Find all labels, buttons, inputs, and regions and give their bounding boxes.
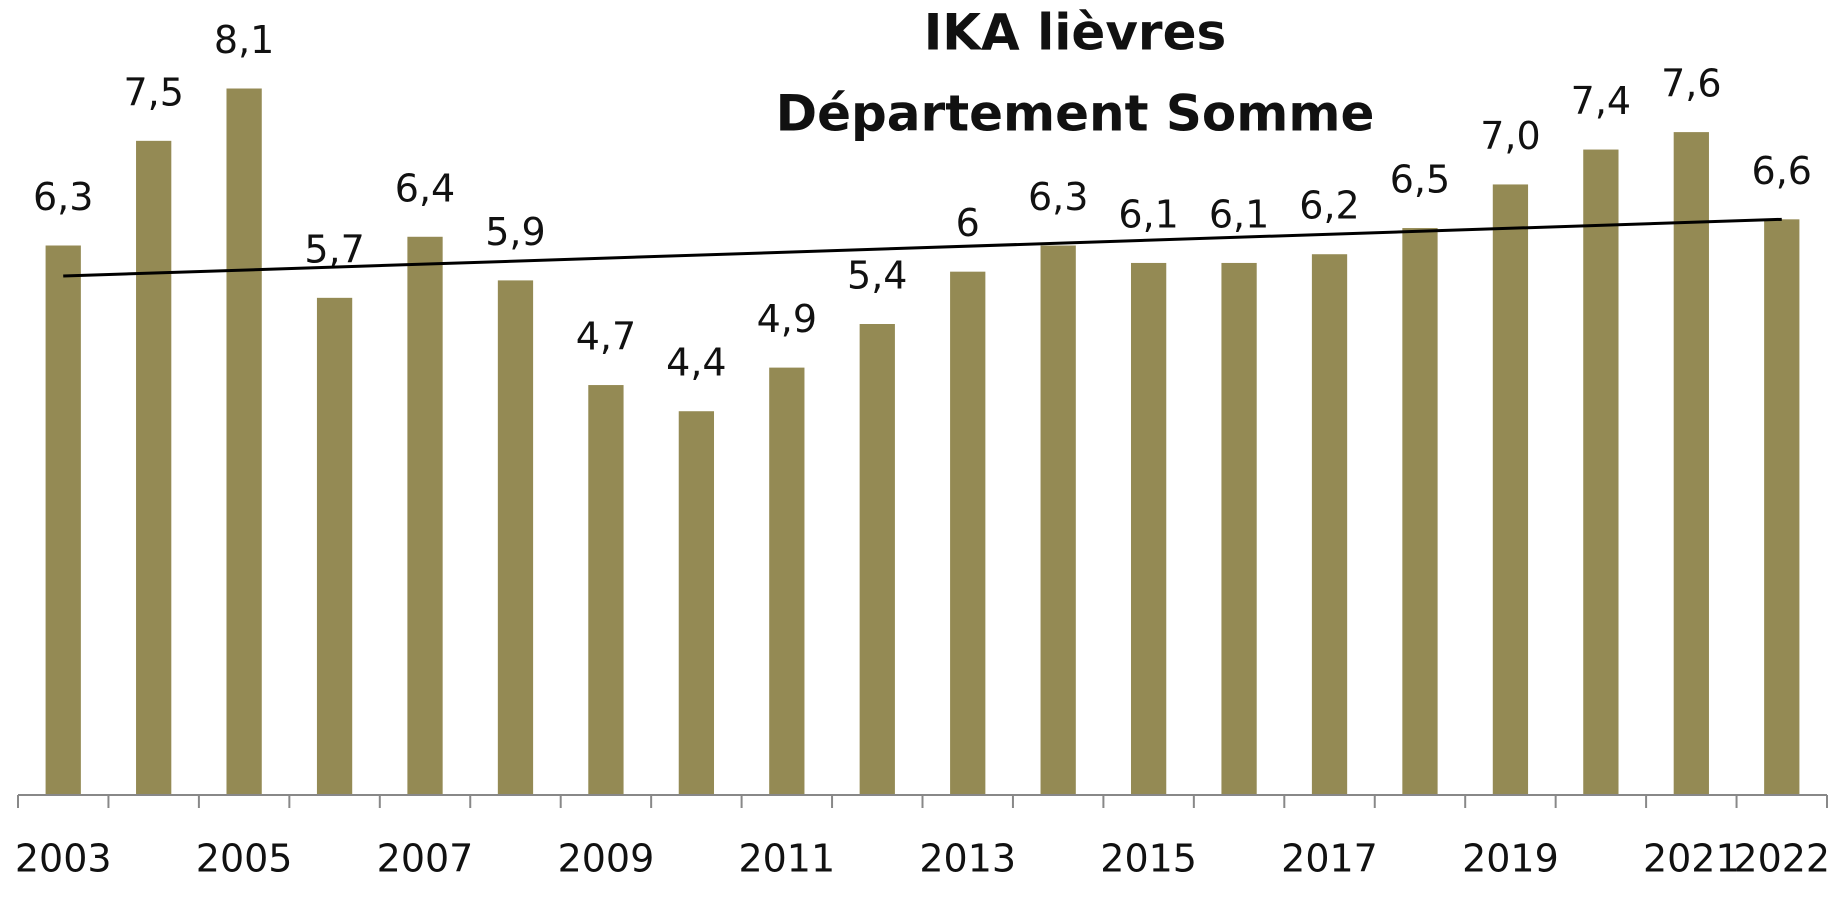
trend-line: [63, 217, 1782, 278]
bar: [407, 236, 443, 795]
data-label: 6,3: [33, 175, 93, 219]
data-label: 6,1: [1209, 192, 1269, 236]
bar: [588, 385, 624, 795]
bar: [226, 88, 262, 795]
data-label: 6,6: [1752, 149, 1812, 193]
bar: [316, 297, 353, 795]
chart-title: Département Somme: [776, 85, 1375, 143]
x-tick-label: 2019: [1462, 837, 1559, 881]
x-tick-label: 2003: [15, 837, 112, 881]
data-label: 4,9: [757, 297, 817, 341]
bar: [678, 411, 715, 795]
x-tick-label: 2007: [377, 837, 474, 881]
chart-title: IKA lièvres: [924, 4, 1227, 62]
x-tick-label: 2009: [558, 837, 655, 881]
bar: [136, 140, 172, 796]
data-label: 7,6: [1661, 62, 1721, 106]
bar: [950, 271, 986, 796]
data-label: 5,4: [847, 254, 907, 298]
bar: [1130, 262, 1167, 795]
data-label: 6,4: [395, 166, 455, 210]
data-label: 4,7: [576, 315, 636, 359]
bar: [497, 280, 534, 795]
data-label: 7,5: [123, 70, 183, 114]
bar: [1402, 228, 1438, 796]
data-label: 5,7: [304, 227, 364, 271]
bar: [1673, 132, 1709, 796]
data-label: 7,4: [1571, 79, 1631, 123]
data-label: 6,2: [1299, 184, 1359, 228]
bar: [1764, 219, 1800, 796]
data-label: 7,0: [1480, 114, 1540, 158]
x-tick-label: 2015: [1100, 837, 1197, 881]
data-label: 4,4: [666, 341, 726, 385]
x-tick-label: 2005: [196, 837, 293, 881]
data-label: 5,9: [485, 210, 545, 254]
bar: [1492, 184, 1529, 795]
data-label: 6: [956, 201, 980, 245]
x-tick-label: 2013: [919, 837, 1016, 881]
x-tick-label: 2022: [1733, 837, 1830, 881]
bar: [859, 324, 895, 795]
x-tick-label: 2021: [1643, 837, 1740, 881]
data-label: 6,5: [1390, 158, 1450, 202]
bar: [45, 245, 81, 795]
bar: [1583, 149, 1619, 796]
x-tick-label: 2011: [738, 837, 835, 881]
bar: [1040, 245, 1076, 795]
data-label: 6,3: [1028, 175, 1088, 219]
data-label: 6,1: [1118, 192, 1178, 236]
bar: [769, 367, 805, 795]
data-label: 8,1: [214, 18, 274, 62]
x-tick-label: 2017: [1281, 837, 1378, 881]
bar: [1311, 254, 1348, 795]
bar: [1221, 262, 1257, 795]
